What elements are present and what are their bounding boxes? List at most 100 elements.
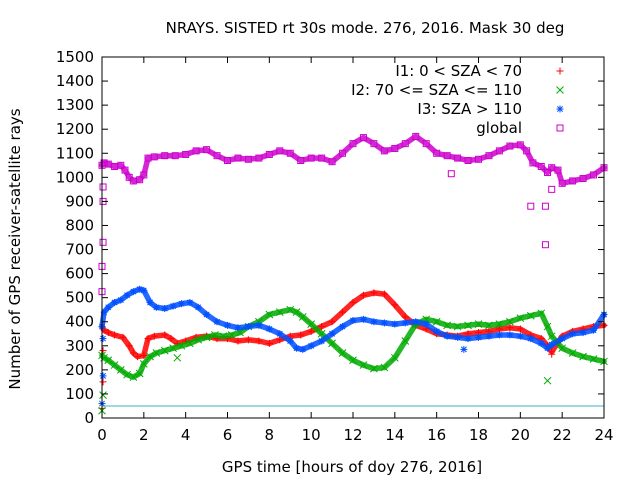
marker-stroke xyxy=(360,316,367,323)
marker-stroke xyxy=(194,335,203,344)
data-point xyxy=(255,154,263,162)
data-point xyxy=(307,320,316,328)
marker-stroke xyxy=(178,300,185,307)
outlier-point xyxy=(99,391,107,399)
data-point xyxy=(527,335,535,343)
marker-stroke xyxy=(236,328,244,337)
data-point xyxy=(213,152,221,160)
data-point xyxy=(516,314,525,322)
data-point xyxy=(390,353,399,362)
data-point xyxy=(359,361,368,369)
data-point xyxy=(275,308,284,316)
marker-stroke xyxy=(523,147,531,155)
marker-stroke xyxy=(547,332,556,341)
data-point xyxy=(224,156,231,164)
legend-marker-1 xyxy=(556,67,564,75)
data-point xyxy=(579,352,587,361)
marker-stroke xyxy=(139,359,148,368)
data-point xyxy=(276,330,284,338)
x-tick-label: 20 xyxy=(511,426,530,444)
marker-stroke xyxy=(203,146,211,154)
data-point xyxy=(167,335,175,343)
chart-title: NRAYS. SISTED rt 30s mode. 276, 2016. Ma… xyxy=(166,19,565,37)
data-point xyxy=(464,335,472,343)
marker-stroke xyxy=(359,361,368,369)
marker-stroke xyxy=(255,322,262,329)
marker-stroke xyxy=(245,323,252,330)
marker-stroke xyxy=(541,202,549,210)
data-point xyxy=(121,166,129,174)
marker-stroke xyxy=(129,373,138,381)
marker-stroke xyxy=(432,317,441,326)
data-point xyxy=(227,331,236,339)
data-point xyxy=(590,326,598,334)
marker-stroke xyxy=(110,361,119,369)
marker-stroke xyxy=(543,322,552,331)
data-point xyxy=(161,331,169,339)
marker-stroke xyxy=(381,319,388,326)
data-point xyxy=(307,154,315,162)
marker-stroke xyxy=(153,304,160,311)
y-tick-label: 1500 xyxy=(56,48,94,66)
marker-stroke xyxy=(527,335,534,342)
outlier-point xyxy=(543,376,552,385)
marker-stroke xyxy=(140,287,147,294)
marker-stroke xyxy=(265,150,273,158)
data-point xyxy=(569,330,577,338)
data-point xyxy=(169,344,177,353)
data-point xyxy=(547,332,556,341)
marker-stroke xyxy=(422,140,430,148)
marker-stroke xyxy=(140,171,148,179)
marker-stroke xyxy=(186,299,193,306)
outlier-point xyxy=(99,378,107,386)
data-point xyxy=(412,132,420,140)
data-point xyxy=(359,315,367,323)
marker-stroke xyxy=(161,305,168,312)
marker-stroke xyxy=(287,338,294,344)
data-point xyxy=(558,344,567,353)
outlier-point xyxy=(173,353,182,362)
data-point xyxy=(111,298,119,306)
data-point xyxy=(391,144,399,152)
data-point xyxy=(297,331,305,339)
data-point xyxy=(328,158,336,166)
marker-stroke xyxy=(390,353,399,362)
marker-stroke xyxy=(443,321,451,330)
marker-stroke xyxy=(195,304,202,311)
marker-stroke xyxy=(293,345,300,352)
marker-stroke xyxy=(286,305,295,314)
data-point xyxy=(146,298,154,306)
marker-stroke xyxy=(350,317,356,324)
marker-stroke xyxy=(444,333,451,340)
data-point xyxy=(589,355,598,363)
x-tick-label: 12 xyxy=(343,426,362,444)
marker-stroke xyxy=(412,318,419,325)
marker-stroke xyxy=(292,308,301,316)
y-tick-label: 1100 xyxy=(56,144,94,162)
marker-stroke xyxy=(318,338,325,344)
data-point xyxy=(192,147,200,155)
y-axis-label: Number of GPS receiver-satellite rays xyxy=(6,108,24,389)
data-point xyxy=(123,370,131,379)
marker-stroke xyxy=(329,330,336,337)
marker-stroke xyxy=(219,332,228,341)
data-point xyxy=(548,341,556,349)
data-point xyxy=(516,141,524,149)
data-point xyxy=(318,323,326,331)
marker-stroke xyxy=(516,141,524,149)
marker-stroke xyxy=(495,147,503,155)
y-tick-label: 300 xyxy=(65,337,94,355)
data-point xyxy=(224,321,231,329)
outlier-point xyxy=(527,202,535,210)
data-point xyxy=(485,332,493,340)
data-point xyxy=(286,337,294,345)
data-point xyxy=(140,286,148,294)
data-point xyxy=(125,173,133,181)
marker-stroke xyxy=(412,132,420,140)
y-tick-label: 900 xyxy=(65,192,94,210)
data-point xyxy=(370,364,378,373)
data-point xyxy=(558,335,566,343)
series-2-band xyxy=(99,306,607,380)
data-point xyxy=(359,134,367,142)
marker-stroke xyxy=(227,331,236,339)
